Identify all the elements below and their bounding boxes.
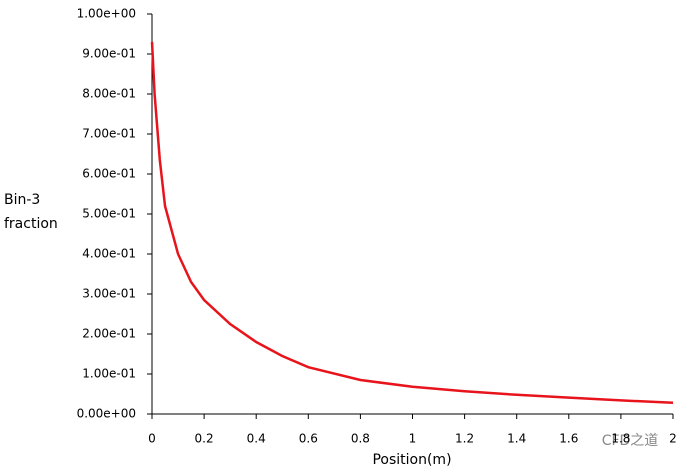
y-tick-label: 4.00e-01: [82, 247, 136, 261]
data-line: [150, 41, 674, 405]
y-tick-label: 6.00e-01: [82, 167, 136, 181]
x-tick-label: 0.4: [247, 432, 266, 446]
y-tick-label: 7.00e-01: [82, 127, 136, 141]
x-tick-label: 0: [148, 432, 156, 446]
y-tick-label: 2.00e-01: [82, 327, 136, 341]
x-tick-label: 1: [409, 432, 417, 446]
y-tick-label: 9.00e-01: [82, 47, 136, 61]
x-tick-label: 1.6: [559, 432, 578, 446]
x-tick-label: 0.2: [195, 432, 214, 446]
y-tick-label: 8.00e-01: [82, 87, 136, 101]
x-tick-label: 1.4: [507, 432, 526, 446]
watermark: CFD之道: [602, 433, 659, 449]
y-tick-label: 1.00e+00: [77, 7, 136, 21]
x-axis-title: Position(m): [372, 452, 451, 468]
y-tick-label: 1.00e-01: [82, 367, 136, 381]
x-tick-label: 2: [669, 432, 677, 446]
x-tick-label: 1.8: [611, 432, 630, 446]
y-tick-label: 5.00e-01: [82, 207, 136, 221]
x-tick-label: 0.8: [351, 432, 370, 446]
y-tick-label: 0.00e+00: [77, 407, 136, 421]
y-tick-label: 3.00e-01: [82, 287, 136, 301]
x-tick-label: 0.6: [299, 432, 318, 446]
y-axis-title: Bin-3 fraction: [4, 192, 58, 232]
x-tick-label: 1.2: [455, 432, 474, 446]
